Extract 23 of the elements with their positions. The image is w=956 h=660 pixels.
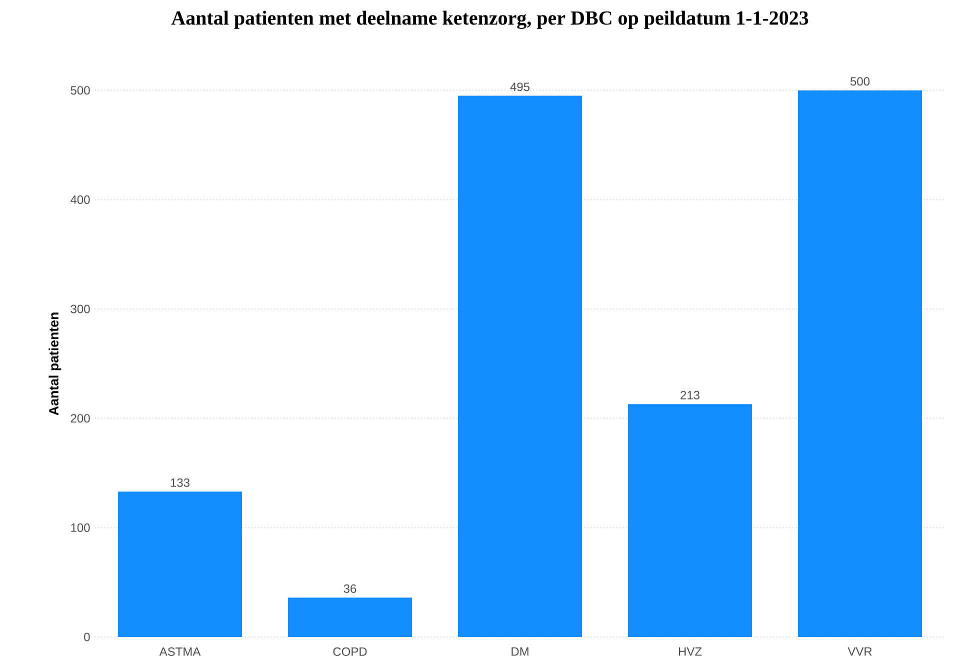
data-label: 133 <box>170 478 190 487</box>
data-label: 495 <box>510 82 530 92</box>
y-tick-label: 200 <box>70 414 90 423</box>
chart-title: Aantal patienten met deelname ketenzorg, per DBC op peildatum 1-1-2023 <box>171 10 808 29</box>
data-label: 213 <box>680 390 700 400</box>
y-tick-label: 500 <box>70 86 90 95</box>
x-tick-label: ASTMA <box>159 647 201 656</box>
y-tick-label: 300 <box>70 304 90 314</box>
bar <box>458 96 582 637</box>
y-axis-title: Aantal patienten <box>48 312 62 416</box>
bar <box>798 90 922 637</box>
x-tick-label: HVZ <box>678 647 702 656</box>
bar <box>118 492 242 637</box>
y-tick-label: 400 <box>70 195 90 204</box>
x-tick-label: COPD <box>333 647 367 656</box>
y-tick-label: 100 <box>71 523 90 532</box>
y-tick-label: 0 <box>84 632 90 642</box>
x-tick-label: VVR <box>848 647 872 656</box>
data-label: 36 <box>344 584 356 593</box>
bar <box>628 404 752 637</box>
data-label: 500 <box>850 77 870 86</box>
bar <box>288 598 412 637</box>
x-tick-label: DM <box>512 647 528 656</box>
